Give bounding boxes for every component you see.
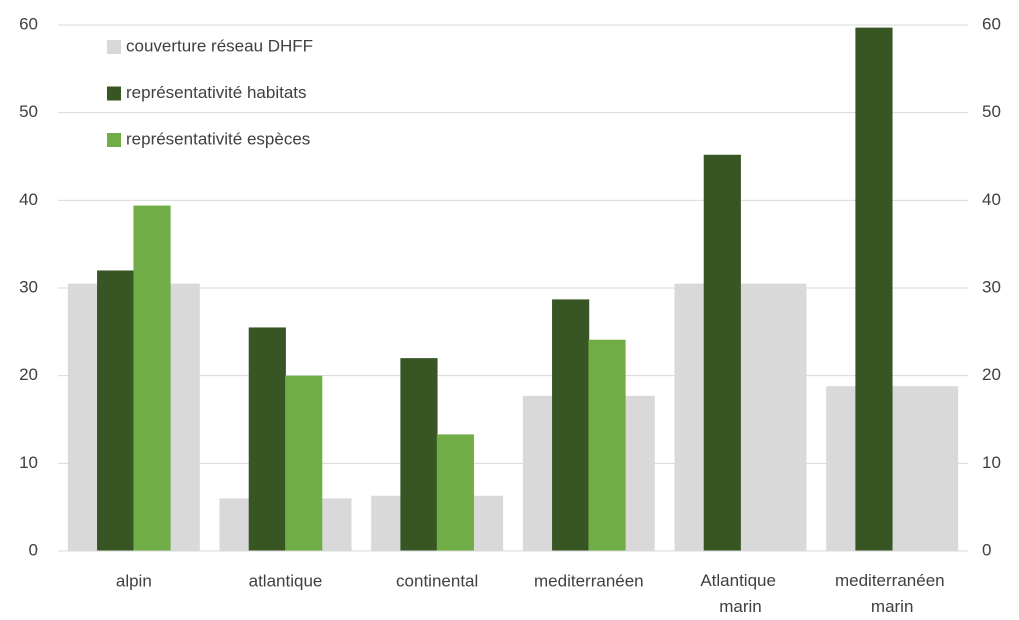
legend-swatch bbox=[107, 133, 121, 147]
x-tick-label: atlantique bbox=[249, 571, 323, 590]
x-tick-label: Atlantique marin bbox=[700, 571, 780, 616]
bar bbox=[133, 205, 171, 552]
y2-tick-label: 50 bbox=[982, 102, 1001, 121]
y-tick-label: 50 bbox=[19, 102, 38, 121]
y2-tick-label: 0 bbox=[982, 540, 991, 559]
bar bbox=[588, 339, 626, 551]
x-tick-line: marin bbox=[871, 597, 914, 616]
x-tick-label: alpin bbox=[116, 571, 152, 590]
y2-tick-label: 20 bbox=[982, 365, 1001, 384]
y2-tick-label: 30 bbox=[982, 277, 1001, 296]
y-tick-label: 30 bbox=[19, 277, 38, 296]
y2-tick-label: 40 bbox=[982, 190, 1001, 209]
bar bbox=[436, 434, 474, 551]
bar bbox=[285, 375, 323, 551]
x-tick-line: Atlantique bbox=[700, 571, 780, 590]
x-tick-label: continental bbox=[396, 571, 478, 590]
bar bbox=[97, 270, 135, 551]
y-tick-label: 60 bbox=[19, 14, 38, 33]
legend-label: représentativité espèces bbox=[126, 129, 310, 148]
bar bbox=[855, 27, 893, 551]
legend-swatch bbox=[107, 40, 121, 54]
y2-tick-label: 10 bbox=[982, 453, 1001, 472]
y-tick-label: 40 bbox=[19, 190, 38, 209]
bar bbox=[400, 358, 438, 551]
legend-swatch bbox=[107, 86, 121, 101]
x-tick-label: mediterranéen bbox=[534, 571, 644, 590]
y2-tick-label: 60 bbox=[982, 14, 1001, 33]
x-tick-label: mediterranéen marin bbox=[835, 571, 949, 616]
y-tick-label: 20 bbox=[19, 365, 38, 384]
legend-label: couverture réseau DHFF bbox=[126, 36, 313, 55]
bar bbox=[552, 299, 590, 551]
x-tick-line: marin bbox=[719, 597, 762, 616]
bar bbox=[703, 154, 741, 551]
y-tick-label: 10 bbox=[19, 453, 38, 472]
legend-label: représentativité habitats bbox=[126, 83, 307, 102]
x-tick-line: mediterranéen bbox=[835, 571, 949, 590]
bar bbox=[248, 327, 286, 551]
y-tick-label: 0 bbox=[29, 540, 38, 559]
